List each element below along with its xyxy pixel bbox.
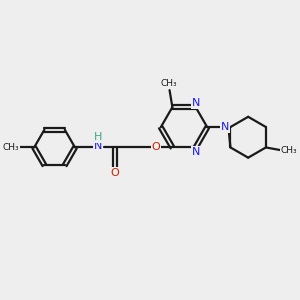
Text: N: N <box>191 98 200 108</box>
Text: N: N <box>94 141 102 151</box>
Text: N: N <box>191 147 200 157</box>
Text: N: N <box>221 122 229 132</box>
Text: CH₃: CH₃ <box>161 80 177 88</box>
Text: CH₃: CH₃ <box>3 143 19 152</box>
Text: CH₃: CH₃ <box>281 146 298 155</box>
Text: H: H <box>94 132 102 142</box>
Text: O: O <box>152 142 160 152</box>
Text: O: O <box>111 168 119 178</box>
